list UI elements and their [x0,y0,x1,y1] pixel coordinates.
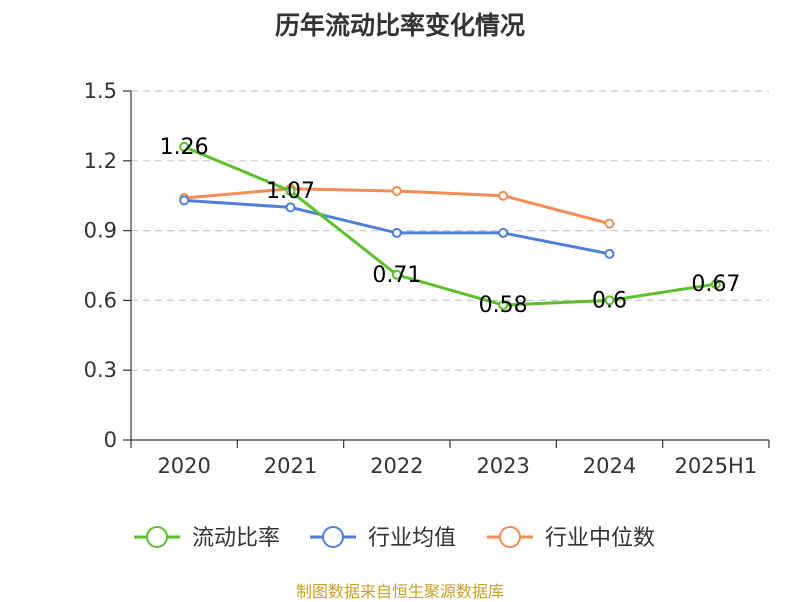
legend-marker [499,526,521,548]
y-tick-label: 1.5 [84,79,117,103]
data-point [179,141,190,152]
x-tick-label: 2020 [157,454,210,478]
data-label: 1.07 [266,179,315,204]
data-label: 0.6 [592,288,627,313]
legend-item[interactable]: 行业中位数 [487,526,655,551]
data-labels: 1.26 1.07 0.71 0.58 0.6 0.67 [160,135,741,318]
legend-label: 行业均值 [368,526,456,551]
x-tick-label: 2022 [370,454,423,478]
y-tick-label: 0.6 [84,288,117,312]
data-point [285,186,296,197]
grid-lines [131,90,769,371]
legend[interactable]: 流动比率 行业均值 行业中位数 [134,526,655,551]
legend-marker [146,526,168,548]
data-point [391,186,402,197]
source-note: 制图数据来自恒生聚源数据库 [295,582,504,601]
data-label: 1.26 [160,135,209,160]
legend-marker [322,526,344,548]
data-point [498,227,509,238]
chart-title: 历年流动比率变化情况 [274,11,525,40]
y-tick-label: 0 [104,428,117,452]
legend-item[interactable]: 流动比率 [134,526,280,551]
series-lines [179,141,721,311]
data-point [498,190,509,201]
x-tick-label: 2025H1 [675,454,758,478]
legend-item[interactable]: 行业均值 [310,526,456,551]
legend-label: 行业中位数 [545,526,655,551]
axes: 0 0.3 0.6 0.9 1.2 1.5 2020 2021 2022 2023 2024 2025… [84,79,770,478]
y-tick-label: 0.3 [84,358,117,382]
data-point [604,248,615,259]
data-point [285,202,296,213]
data-point [498,300,509,311]
x-tick-label: 2021 [264,454,317,478]
data-label: 0.71 [372,263,421,288]
y-tick-label: 0.9 [84,219,117,243]
data-point [604,218,615,229]
data-point [604,295,615,306]
x-tick-label: 2023 [476,454,529,478]
data-point [710,279,721,290]
data-point [179,195,190,206]
data-point [391,227,402,238]
x-tick-label: 2024 [583,454,636,478]
series-line [183,145,717,307]
data-label: 0.58 [479,293,528,318]
y-tick-label: 1.2 [84,149,117,173]
legend-label: 流动比率 [192,526,280,551]
data-label: 0.67 [691,272,740,297]
data-point [391,269,402,280]
